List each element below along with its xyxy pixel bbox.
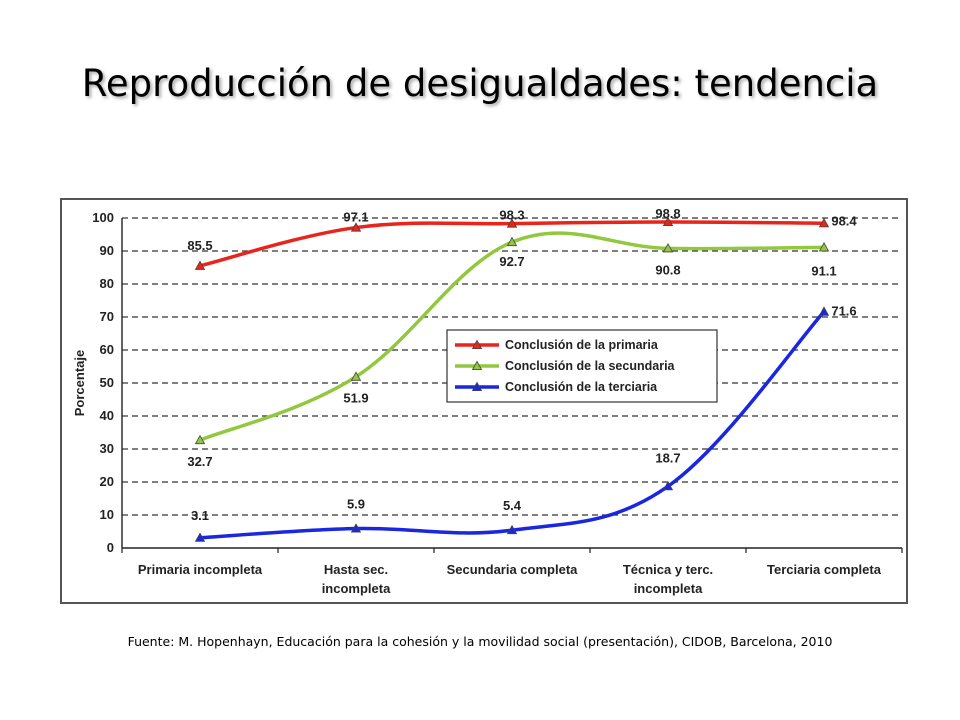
x-category-label: Hasta sec.: [324, 562, 388, 577]
data-point: [350, 371, 362, 381]
y-axis-label: Porcentaje: [72, 350, 87, 416]
legend-marker: [471, 360, 483, 371]
data-label: 97.1: [343, 210, 368, 225]
data-point: [350, 523, 362, 533]
legend-label: Conclusión de la secundaria: [505, 359, 676, 373]
data-point: [662, 480, 674, 491]
y-tick-label: 60: [100, 342, 114, 357]
y-tick-label: 100: [92, 210, 114, 225]
data-point: [350, 222, 362, 232]
data-point: [194, 260, 206, 270]
data-point: [194, 532, 206, 542]
data-label: 85.5: [187, 238, 212, 253]
data-point: [506, 524, 518, 535]
source-note: Fuente: M. Hopenhayn, Educación para la …: [127, 634, 833, 649]
y-tick-label: 70: [100, 309, 114, 324]
data-point: [194, 434, 206, 445]
slide-title: Reproducción de desigualdades: tendencia: [81, 62, 879, 105]
x-category-label: incompleta: [634, 581, 703, 596]
data-point: [818, 306, 830, 316]
y-tick-label: 10: [100, 507, 114, 522]
data-point: [662, 243, 674, 253]
y-tick-label: 20: [100, 474, 114, 489]
data-point: [662, 216, 674, 226]
y-tick-label: 50: [100, 375, 114, 390]
y-tick-label: 90: [100, 243, 114, 258]
x-category-label: Secundaria completa: [447, 562, 579, 577]
data-label: 98.4: [831, 213, 857, 228]
data-label: 18.7: [655, 450, 680, 465]
chart-frame: 0 10 20 30 40 50 60 70 80 90 100 Primaria incomplet…: [60, 198, 908, 604]
data-label: 90.8: [655, 262, 680, 277]
y-tick-label: 80: [100, 276, 114, 291]
data-label: 5.4: [503, 498, 522, 513]
data-point: [506, 218, 518, 228]
line-chart: 0 10 20 30 40 50 60 70 80 90 100 Primaria incomplet…: [72, 206, 903, 596]
legend-marker: [471, 381, 483, 392]
data-label: 71.6: [831, 304, 856, 319]
data-label: 32.7: [187, 454, 212, 469]
y-tick-label: 0: [107, 540, 114, 555]
data-point: [506, 236, 518, 247]
y-tick-label: 30: [100, 441, 114, 456]
y-tick-label: 40: [100, 408, 114, 423]
x-category-label: Terciaria completa: [767, 562, 882, 577]
data-point: [818, 217, 830, 228]
data-label: 51.9: [343, 391, 368, 406]
data-label: 5.9: [347, 497, 365, 512]
x-category-label: Primaria incompleta: [138, 562, 263, 577]
x-category-label: incompleta: [322, 581, 391, 596]
data-label: 98.8: [655, 206, 680, 221]
data-label: 92.7: [499, 254, 524, 269]
data-label: 98.3: [499, 208, 524, 223]
data-label: 3.1: [191, 508, 209, 523]
x-category-label: Técnica y terc.: [623, 562, 713, 577]
data-label: 91.1: [811, 263, 836, 278]
legend-marker: [471, 339, 483, 350]
data-point: [818, 242, 830, 252]
legend-label: Conclusión de la terciaria: [505, 380, 658, 394]
legend-label: Conclusión de la primaria: [505, 338, 659, 352]
series-line: [198, 309, 826, 540]
